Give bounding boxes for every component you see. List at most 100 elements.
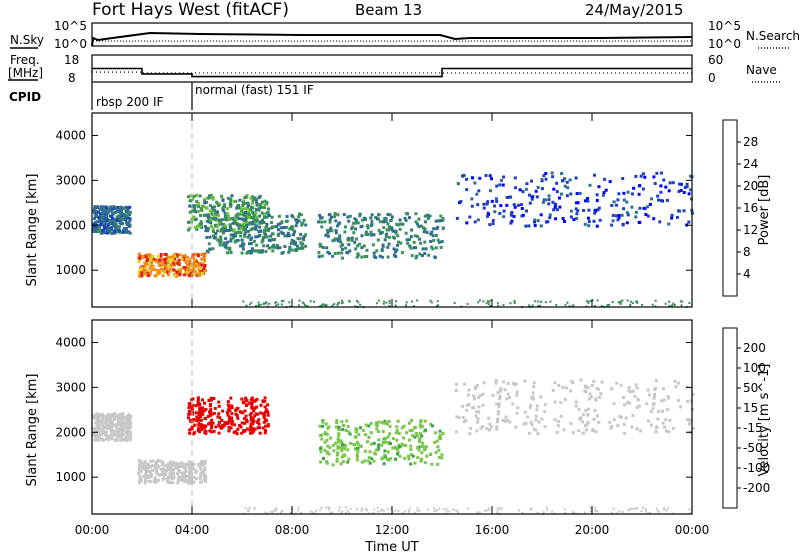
y-tick-label: 1000 xyxy=(55,470,86,484)
echo-cell xyxy=(366,224,369,228)
echo-cell xyxy=(617,216,621,220)
echo-cell xyxy=(347,457,351,461)
echo-cell xyxy=(419,224,423,228)
echo-cell xyxy=(494,379,498,382)
echo-cell xyxy=(304,223,308,227)
echo-cell xyxy=(104,434,108,438)
echo-cell xyxy=(234,408,238,412)
echo-cell xyxy=(433,255,437,259)
echo-cell xyxy=(120,431,124,435)
echo-cell xyxy=(259,403,263,407)
echo-cell xyxy=(146,258,149,262)
echo-cell xyxy=(137,467,141,471)
echo-cell xyxy=(674,385,678,389)
echo-cell xyxy=(102,415,106,419)
echo-cell xyxy=(162,474,166,478)
echo-cell xyxy=(534,189,538,193)
velocity-colorbar-tick-label: 50 xyxy=(743,381,758,395)
echo-cell xyxy=(375,217,379,221)
echo-cell xyxy=(356,446,360,450)
echo-cell xyxy=(276,234,280,238)
echo-cell xyxy=(383,419,387,423)
echo-cell xyxy=(612,507,615,510)
echo-cell xyxy=(191,197,195,201)
echo-cell xyxy=(553,400,557,404)
echo-cell xyxy=(108,207,112,211)
echo-cell xyxy=(243,226,247,230)
ground-scatter xyxy=(242,299,691,309)
echo-cell xyxy=(149,255,153,259)
echo-cell xyxy=(438,429,442,433)
echo-cell xyxy=(521,511,524,514)
echo-cell xyxy=(532,397,535,401)
power-colorbar-tick-label: 16 xyxy=(743,201,758,215)
echo-cell xyxy=(218,416,222,420)
echo-cell xyxy=(493,210,497,214)
echo-cell xyxy=(418,237,422,241)
echo-cell xyxy=(201,406,205,410)
echo-cell xyxy=(292,239,296,243)
echo-cell xyxy=(595,193,599,197)
echo-cell xyxy=(217,221,221,225)
echo-cell xyxy=(196,396,200,400)
echo-cell xyxy=(215,224,219,228)
echo-cell xyxy=(262,235,265,239)
echo-cell xyxy=(157,255,160,258)
echo-cell xyxy=(153,464,157,468)
echo-cell xyxy=(261,218,265,222)
echo-cell xyxy=(347,219,351,223)
echo-cell xyxy=(250,402,254,406)
echo-cell xyxy=(235,432,239,436)
echo-cell xyxy=(479,426,483,430)
echo-cell xyxy=(280,299,283,302)
echo-cell xyxy=(168,465,172,469)
echo-cell xyxy=(648,512,651,515)
echo-cell xyxy=(327,452,331,456)
echo-cell xyxy=(162,468,166,472)
echo-cell xyxy=(97,414,100,418)
echo-cell xyxy=(608,303,610,306)
echo-cell xyxy=(201,398,204,402)
echo-cell xyxy=(186,478,190,482)
echo-cell xyxy=(575,201,578,205)
echo-cell xyxy=(115,430,119,434)
echo-cell xyxy=(346,460,350,464)
echo-cell xyxy=(381,244,385,248)
echo-cell xyxy=(93,205,97,209)
echo-cell xyxy=(679,405,683,409)
echo-cell xyxy=(114,221,118,225)
echo-cell xyxy=(626,213,630,217)
echo-cell xyxy=(101,426,105,430)
echo-cell xyxy=(610,223,614,227)
echo-cell xyxy=(409,507,412,510)
echo-cell xyxy=(246,201,250,205)
echo-cell xyxy=(268,302,271,305)
echo-cell xyxy=(355,453,359,457)
echo-cell xyxy=(606,304,609,307)
power-colorbar-tick-label: 28 xyxy=(743,135,758,149)
echo-cell xyxy=(599,392,603,396)
echo-cell xyxy=(230,228,234,232)
echo-cell xyxy=(217,400,221,404)
echo-cell xyxy=(148,266,152,270)
echo-cell xyxy=(278,222,282,226)
echo-cell xyxy=(186,272,190,276)
echo-cell xyxy=(377,229,381,232)
echo-cell xyxy=(404,510,407,513)
echo-cell xyxy=(231,233,234,237)
echo-cell xyxy=(503,388,507,392)
echo-cell xyxy=(646,205,650,209)
echo-cell xyxy=(298,237,301,241)
echo-cell xyxy=(263,229,267,232)
echo-cell xyxy=(163,471,167,475)
echo-cell xyxy=(196,273,200,277)
echo-cell xyxy=(325,303,328,306)
echo-cell xyxy=(344,506,347,509)
echo-cell xyxy=(198,194,202,198)
echo-cell xyxy=(364,232,368,236)
echo-cell xyxy=(239,211,243,215)
echo-cell xyxy=(372,459,376,463)
echo-cell xyxy=(532,381,536,385)
echo-cell xyxy=(97,216,101,220)
echo-cell xyxy=(335,421,339,425)
